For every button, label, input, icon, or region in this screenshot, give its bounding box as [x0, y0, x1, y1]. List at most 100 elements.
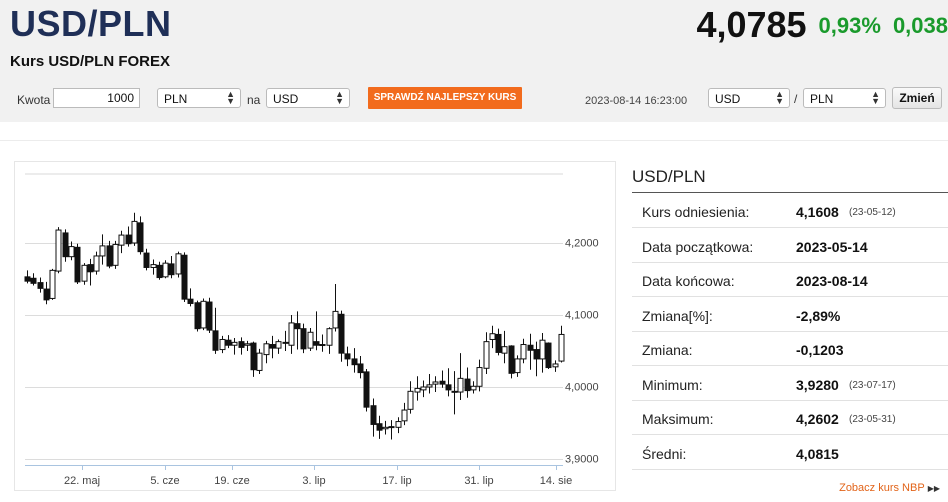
candle-body [401, 409, 408, 422]
candle-body [143, 252, 150, 268]
nbp-rate-link[interactable]: Zobacz kurs NBP ▶▶ [839, 482, 940, 494]
select-arrows-icon: ▲ ▼ [775, 89, 784, 106]
candle-body [445, 384, 452, 391]
candle-body [307, 331, 314, 349]
candle-body [489, 333, 496, 340]
candle-body [300, 328, 307, 350]
candle-body [187, 298, 194, 304]
to-currency-select[interactable]: USD ▲ ▼ [266, 88, 350, 108]
candle-body [55, 229, 62, 272]
candle-body [313, 341, 320, 346]
nbp-link-label: Zobacz kurs NBP [839, 482, 925, 494]
candle-body [508, 345, 515, 374]
page-title: USD/PLN [10, 3, 172, 44]
candle-body [363, 371, 370, 408]
pair-separator: / [794, 92, 798, 106]
x-tick-label: 5. cze [150, 475, 179, 487]
y-tick-label: 4,2000 [565, 238, 599, 250]
amount-input[interactable] [53, 88, 140, 108]
y-tick-label: 4,0000 [565, 382, 599, 394]
price-chart[interactable]: 4,2000 4,1000 4,0000 3,9000 22. maj 5. cze 19.… [14, 161, 616, 491]
candle-body [49, 269, 56, 299]
candle-body [24, 276, 31, 282]
candle-body [118, 234, 125, 246]
candle-body [81, 264, 88, 282]
candle-body [37, 282, 44, 289]
stats-title: USD/PLN [632, 167, 706, 186]
candle-body [326, 328, 333, 346]
change-percent: 0,93% [818, 13, 881, 38]
stats-label: Data początkowa: [642, 238, 754, 255]
select-arrows-icon: ▲ ▼ [871, 89, 880, 106]
candle-body [263, 343, 270, 356]
candle-body [250, 342, 257, 371]
candle-body [520, 344, 527, 360]
stats-value: 4,0815 [796, 445, 839, 462]
x-tick-label: 31. lip [464, 475, 493, 487]
x-tick-label: 3. lip [302, 475, 325, 487]
from-currency-value: PLN [164, 92, 188, 106]
change-pair-button[interactable]: Zmień [892, 87, 942, 109]
stats-date: (23-05-31) [849, 414, 896, 425]
candle-body [62, 232, 69, 258]
x-tick-label: 19. cze [214, 475, 249, 487]
quote-datetime: 2023-08-14 16:23:00 [585, 95, 688, 107]
stats-date: (23-07-17) [849, 379, 896, 391]
candle-body [558, 333, 565, 362]
stats-label: Średni: [642, 445, 687, 462]
candle-body [162, 262, 169, 278]
candle-body [407, 390, 414, 410]
candle-body [175, 253, 182, 275]
stats-label: Data końcowa: [642, 273, 735, 289]
candlestick-chart: 4,2000 4,1000 4,0000 3,9000 22. maj 5. cze 19.… [24, 173, 599, 487]
stats-row: Średni: 4,0815 [632, 436, 948, 470]
pair-base-select[interactable]: USD ▲ ▼ [708, 88, 790, 108]
candle-body [351, 358, 358, 366]
candle-body [457, 377, 464, 393]
candle-body [420, 386, 427, 391]
candle-body [451, 390, 458, 393]
candle-body [332, 310, 339, 329]
candle-body [106, 245, 113, 267]
candle-body [137, 222, 144, 253]
content-area [0, 140, 948, 502]
pair-quote-select[interactable]: PLN ▲ ▼ [803, 88, 886, 108]
x-tick-label: 17. lip [382, 475, 411, 487]
candle-body [527, 344, 534, 351]
candle-body [288, 322, 295, 346]
candle-body [275, 341, 282, 349]
check-best-rate-button[interactable]: SPRAWDŹ NAJLEPSZY KURS [368, 87, 522, 109]
candle-body [357, 363, 364, 374]
stats-row: Zmiana: -0,1203 [632, 332, 948, 366]
candle-body [376, 423, 383, 431]
candle-body [414, 387, 421, 393]
candle-body [439, 380, 446, 385]
candle-body [150, 264, 157, 268]
candle-body [483, 341, 490, 369]
candle-body [395, 421, 402, 428]
candle-body [432, 381, 439, 385]
amount-label: Kwota [17, 93, 51, 107]
to-currency-value: USD [273, 92, 299, 106]
candle-body [338, 313, 345, 354]
stats-value: 2023-08-14 [796, 273, 868, 289]
from-currency-select[interactable]: PLN ▲ ▼ [157, 88, 241, 108]
stats-label: Maksimum: [642, 411, 714, 427]
candle-body [238, 341, 245, 348]
stats-label: Zmiana: [642, 342, 693, 358]
stats-value: -2,89% [796, 307, 841, 324]
candle-body [68, 246, 75, 258]
candle-body [514, 358, 521, 374]
candle-body [539, 339, 546, 360]
stats-value: 2023-05-14 [796, 238, 868, 255]
x-tick-label: 14. sie [540, 475, 572, 487]
double-chevron-right-icon: ▶▶ [927, 484, 940, 493]
stats-value: 4,1608 [796, 204, 839, 220]
page-subtitle: Kurs USD/PLN FOREX [10, 53, 171, 70]
stats-value: -0,1203 [796, 342, 844, 358]
candle-body [388, 426, 395, 429]
pair-quote-value: PLN [810, 92, 834, 106]
current-rate: 4,0785 [696, 4, 807, 45]
na-label: na [247, 93, 261, 107]
candle-body [131, 220, 138, 244]
